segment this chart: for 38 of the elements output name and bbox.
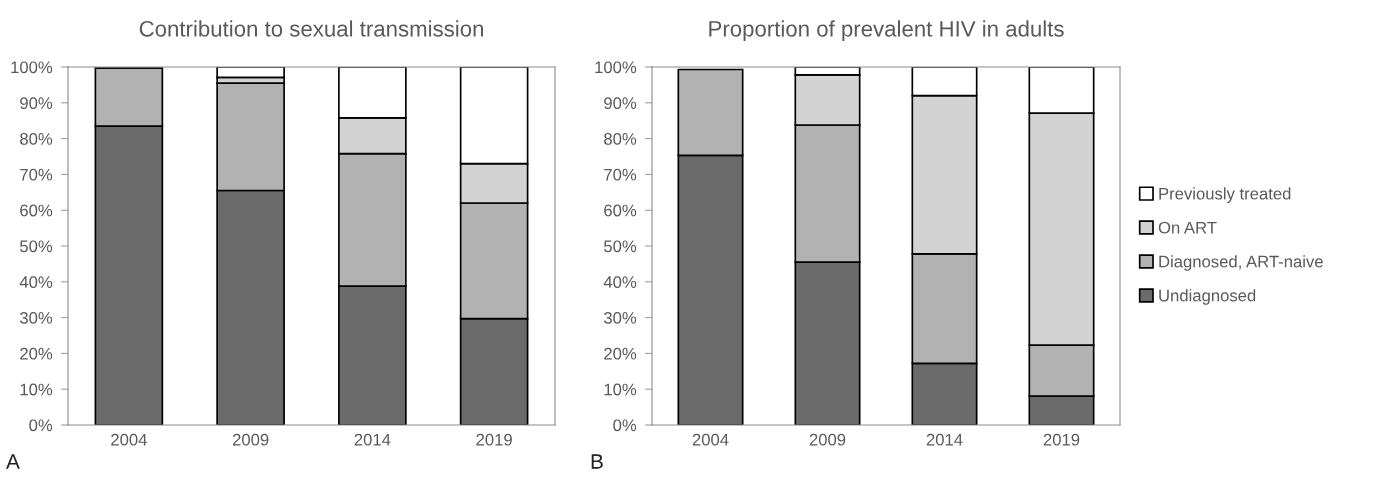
x-tick-label: 2009 bbox=[809, 433, 846, 446]
x-tick-label: 2014 bbox=[926, 433, 963, 446]
x-tick-label: 2004 bbox=[692, 433, 729, 446]
x-tick-label: 2014 bbox=[354, 433, 391, 446]
y-tick-label: 70% bbox=[20, 168, 53, 181]
legend-label: Previously treated bbox=[1159, 187, 1291, 203]
y-tick-label: 20% bbox=[604, 347, 637, 360]
chart-title: Proportion of prevalent HIV in adults bbox=[709, 20, 1064, 42]
legend-label: On ART bbox=[1158, 221, 1217, 234]
y-tick-label: 90% bbox=[20, 97, 53, 109]
x-tick-label: 2019 bbox=[1043, 433, 1080, 446]
y-tick-label: 20% bbox=[20, 347, 53, 360]
y-tick-label: 30% bbox=[20, 312, 53, 324]
y-tick-label: 50% bbox=[20, 240, 53, 253]
y-tick-label: 30% bbox=[604, 312, 637, 324]
y-tick-label: 50% bbox=[604, 240, 637, 253]
y-tick-label: 90% bbox=[604, 97, 637, 109]
y-tick-label: 40% bbox=[19, 276, 53, 288]
y-tick-label: 40% bbox=[603, 276, 637, 288]
y-tick-label: 80% bbox=[20, 133, 53, 145]
chart-title: Contribution to sexual transmission bbox=[139, 20, 483, 37]
legend-label: Undiagnosed bbox=[1159, 289, 1256, 305]
y-tick-label: 10% bbox=[604, 383, 637, 396]
text: A bbox=[6, 454, 20, 469]
text: B bbox=[591, 454, 603, 469]
y-tick-label: 0% bbox=[29, 419, 53, 432]
y-tick-label: 70% bbox=[604, 168, 637, 181]
y-tick-label: 100% bbox=[11, 61, 53, 74]
legend-label: Diagnosed, ART-naive bbox=[1159, 255, 1323, 271]
y-tick-label: 10% bbox=[20, 383, 53, 396]
x-tick-label: 2004 bbox=[111, 433, 147, 446]
y-tick-label: 60% bbox=[604, 204, 637, 217]
y-tick-label: 80% bbox=[604, 133, 637, 145]
y-tick-label: 0% bbox=[613, 419, 637, 432]
x-tick-label: 2009 bbox=[232, 433, 269, 446]
y-tick-label: 60% bbox=[20, 204, 53, 217]
x-tick-label: 2019 bbox=[476, 433, 512, 446]
y-tick-label: 100% bbox=[595, 61, 637, 74]
